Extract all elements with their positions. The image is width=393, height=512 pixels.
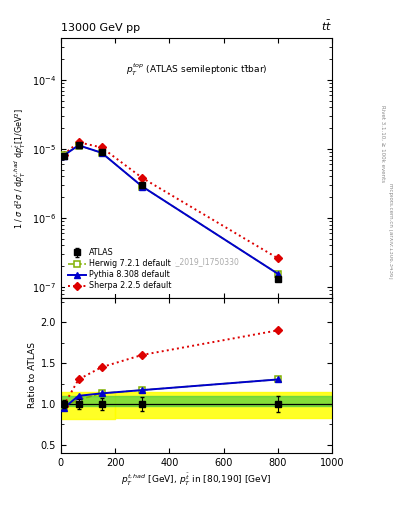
Text: $p_T^{top}$ (ATLAS semileptonic tt̄bar): $p_T^{top}$ (ATLAS semileptonic tt̄bar) [126,62,267,78]
Sherpa 2.2.5 default [61,152,66,158]
Text: Rivet 3.1.10, ≥ 100k events: Rivet 3.1.10, ≥ 100k events [381,105,386,182]
Pythia 8.308 default [61,153,66,159]
Line: Pythia 8.308 default: Pythia 8.308 default [60,142,281,278]
X-axis label: $p_T^{t,had}$ [GeV], $p_T^{\bar{t}}$ in [80,190] [GeV]: $p_T^{t,had}$ [GeV], $p_T^{\bar{t}}$ in … [121,472,272,488]
Line: Herwig 7.2.1 default: Herwig 7.2.1 default [61,142,281,277]
Sherpa 2.2.5 default [99,144,104,151]
Herwig 7.2.1 default [61,152,66,158]
Text: ATLAS_2019_I1750330: ATLAS_2019_I1750330 [153,258,240,266]
Sherpa 2.2.5 default [140,175,145,181]
Y-axis label: Ratio to ATLAS: Ratio to ATLAS [28,343,37,409]
Text: $t\bar{t}$: $t\bar{t}$ [321,18,332,33]
Sherpa 2.2.5 default [275,255,280,261]
Herwig 7.2.1 default [140,183,145,189]
Pythia 8.308 default [140,183,145,189]
Pythia 8.308 default [99,150,104,156]
Pythia 8.308 default [76,142,81,148]
Legend: ATLAS, Herwig 7.2.1 default, Pythia 8.308 default, Sherpa 2.2.5 default: ATLAS, Herwig 7.2.1 default, Pythia 8.30… [65,245,175,293]
Text: mcplots.cern.ch [arXiv:1306.3436]: mcplots.cern.ch [arXiv:1306.3436] [388,183,393,278]
Y-axis label: 1 / $\sigma$ d$^2\sigma$ / d$p_T^{t,had}$ d$p_T^{\bar{t}}$[1/GeV$^2$]: 1 / $\sigma$ d$^2\sigma$ / d$p_T^{t,had}… [11,108,28,228]
Pythia 8.308 default [275,271,280,277]
Herwig 7.2.1 default [99,150,104,156]
Herwig 7.2.1 default [76,142,81,148]
Herwig 7.2.1 default [275,271,280,277]
Sherpa 2.2.5 default [76,139,81,145]
Line: Sherpa 2.2.5 default: Sherpa 2.2.5 default [61,139,281,261]
Text: 13000 GeV pp: 13000 GeV pp [61,23,140,33]
